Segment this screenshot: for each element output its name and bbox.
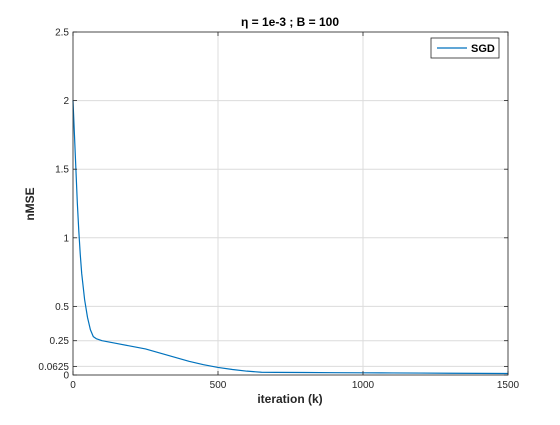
y-axis-title: nMSE [23,187,37,220]
y-tick-label: 2.5 [55,28,69,39]
y-tick-label: 1.5 [55,165,69,176]
series-line-sgd [72,99,509,375]
legend-label: SGD [471,43,495,55]
chart-title: η = 1e-3 ; B = 100 [241,15,339,29]
x-tick-label: 0 [70,380,76,391]
x-tick-label: 500 [210,380,227,391]
plot-area [73,32,508,375]
y-tick-label: 1 [63,233,69,244]
y-tick-label: 0.0625 [38,362,69,373]
y-tick-label: 0.25 [50,336,70,347]
y-tick-label: 2 [63,96,69,107]
x-tick-label: 1500 [497,380,520,391]
axes-box [72,31,509,376]
y-tick-label: 0 [63,371,69,382]
x-tick-label: 1000 [352,380,375,391]
y-tick-label: 0.5 [55,302,69,313]
x-axis-title: iteration (k) [257,392,322,406]
legend: SGD [430,37,500,59]
